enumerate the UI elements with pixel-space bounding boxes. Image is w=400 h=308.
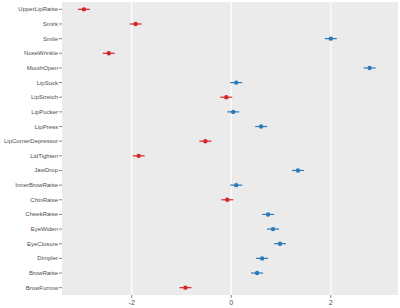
category-label: BrowRaise	[29, 270, 59, 276]
point	[296, 168, 300, 172]
point	[203, 139, 207, 143]
tick-label: -2	[129, 299, 135, 306]
marks	[78, 7, 376, 290]
point	[136, 154, 140, 158]
point	[234, 183, 238, 187]
category-label: InnerBrowRaise	[15, 182, 58, 188]
grid-line	[330, 2, 331, 295]
category-label: BrowFurrow	[26, 285, 59, 291]
tick-mark	[59, 82, 62, 83]
point	[224, 95, 228, 99]
category-label: EyeClosure	[27, 241, 59, 247]
tick-mark	[59, 141, 62, 142]
category-label: LipPress	[35, 124, 58, 130]
category-label: LidTighten	[30, 153, 58, 159]
tick-label: 2	[329, 299, 333, 306]
category-label: LipStretch	[31, 94, 58, 100]
point	[234, 80, 238, 84]
category-label: LipSuck	[37, 80, 59, 86]
tick-mark	[59, 273, 62, 274]
point	[183, 285, 187, 289]
point	[271, 227, 275, 231]
tick-mark	[59, 111, 62, 112]
category-label: MouthOpen	[27, 65, 58, 71]
tick-mark	[59, 67, 62, 68]
point	[278, 242, 282, 246]
category-label: LipPucker	[31, 109, 58, 115]
tick-label: 0	[229, 299, 233, 306]
category-label: CheekRaise	[25, 211, 58, 217]
category-label: EyeWiden	[31, 226, 58, 232]
point	[259, 124, 263, 128]
tick-mark	[59, 97, 62, 98]
tick-mark	[59, 243, 62, 244]
category-label: Dimpler	[37, 255, 58, 261]
point	[255, 271, 259, 275]
category-label: NoseWrinkle	[24, 50, 59, 56]
tick-mark	[59, 9, 62, 10]
chart: -2 0 2 UpperLipRaise Smirk Smile NoseWrinkle Mo…	[0, 0, 400, 308]
grid-line	[131, 2, 132, 295]
category-label: LipCornerDepressor	[4, 138, 58, 144]
category-label: Smirk	[43, 21, 59, 27]
tick-mark	[59, 199, 62, 200]
point	[266, 212, 270, 216]
tick-mark	[59, 287, 62, 288]
category-label: Smile	[43, 36, 59, 42]
tick-mark	[59, 170, 62, 171]
panel	[62, 2, 398, 295]
tick-mark	[59, 258, 62, 259]
tick-mark	[59, 23, 62, 24]
tick-mark	[59, 185, 62, 186]
tick-mark	[231, 295, 232, 298]
tick-mark	[59, 53, 62, 54]
point	[329, 36, 333, 40]
point	[260, 256, 264, 260]
category-label: JawDrop	[34, 167, 58, 173]
category-label: UpperLipRaise	[18, 6, 58, 12]
tick-mark	[59, 229, 62, 230]
tick-mark	[330, 295, 331, 298]
point	[82, 7, 86, 11]
tick-mark	[131, 295, 132, 298]
point	[231, 110, 235, 114]
tick-mark	[59, 214, 62, 215]
point	[367, 66, 371, 70]
grid-line	[231, 2, 232, 295]
tick-mark	[59, 126, 62, 127]
point	[225, 198, 229, 202]
point	[133, 22, 137, 26]
tick-mark	[59, 38, 62, 39]
tick-mark	[59, 155, 62, 156]
category-label: ChinRaise	[30, 197, 58, 203]
point	[107, 51, 111, 55]
